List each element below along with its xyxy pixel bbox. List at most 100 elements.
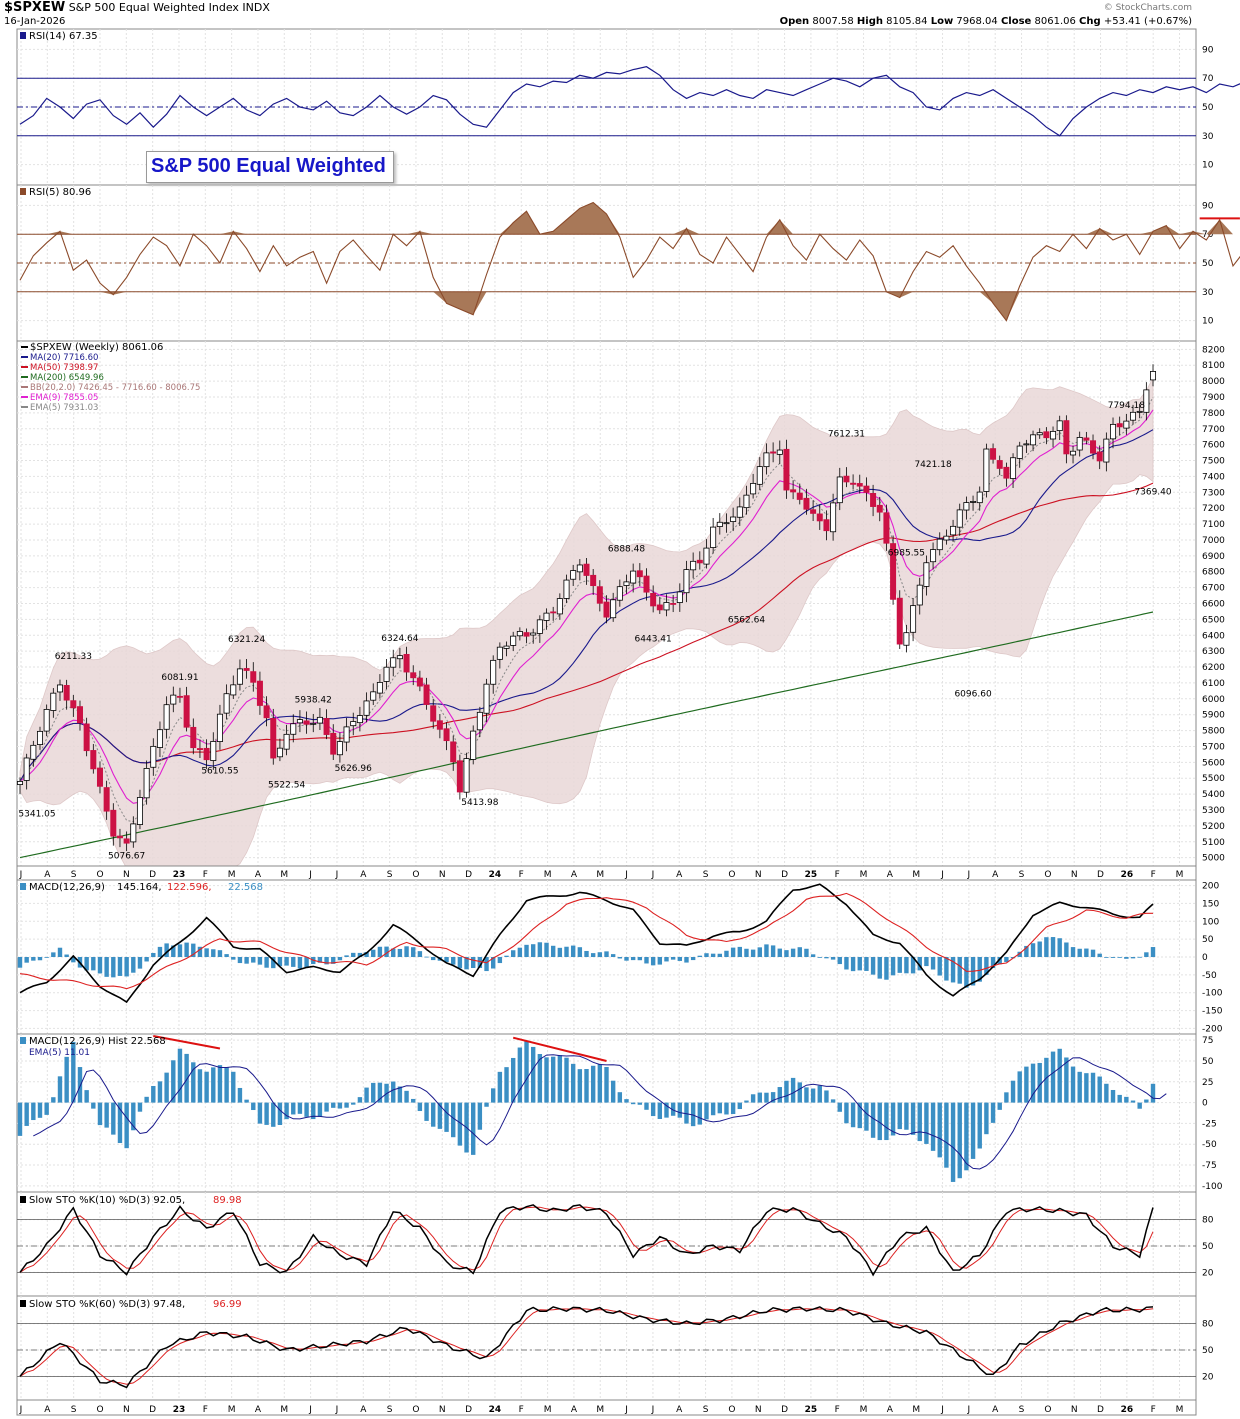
hist-bar [1004, 1092, 1009, 1103]
hist-bar [617, 1092, 623, 1103]
macd-hist-bar [590, 953, 596, 957]
candle-up [716, 521, 723, 527]
macd-hist-bar [291, 957, 296, 967]
candle-up [150, 745, 157, 768]
candle-up [1103, 438, 1110, 463]
macd-hist-bar [524, 944, 529, 957]
macd-hist-bar [137, 957, 143, 969]
hist-bar [104, 1102, 109, 1128]
price-tick-label: 5000 [1202, 854, 1225, 864]
candle-down [456, 760, 463, 793]
macd-hist-bar [624, 957, 629, 961]
hist-bar [650, 1102, 656, 1117]
candle-up [1016, 445, 1023, 459]
macd-hist-bar [264, 957, 269, 968]
price-extreme-label: 6985.55 [888, 548, 925, 558]
candle-up [290, 723, 297, 735]
macd-tick-label: 150 [1202, 899, 1219, 909]
candle-down [256, 680, 263, 706]
hist-bar [510, 1057, 516, 1103]
hist-bar [730, 1102, 736, 1115]
hist-bars [17, 1040, 1156, 1182]
x-axis-month-label-bottom: F [519, 1405, 524, 1415]
macd-hist-bar [697, 955, 703, 957]
hist-bar [570, 1063, 576, 1103]
price-extreme-label: 7369.40 [1134, 487, 1171, 497]
candle-down [250, 671, 257, 683]
sto10-k-line [19, 1204, 1154, 1277]
macd-hist-bar [510, 950, 516, 957]
macd-hist-bar [497, 957, 503, 964]
hist-bar [64, 1056, 69, 1103]
candle-down [810, 509, 817, 514]
macd-hist-bar [964, 957, 969, 988]
macd-hist-bar [644, 957, 649, 964]
x-axis-month-label-bottom: O [96, 1405, 103, 1415]
x-axis-month-label: D [465, 870, 472, 880]
hist-bar [830, 1099, 836, 1103]
price-tick-label: 6000 [1202, 695, 1225, 705]
macd-hist-bar [57, 947, 63, 957]
macd-hist-bar [477, 957, 483, 968]
hist-divergence-mark [153, 1035, 221, 1050]
x-axis-month-label: F [519, 870, 524, 880]
hist-bar [411, 1098, 416, 1103]
price-tick-label: 8100 [1202, 361, 1225, 371]
candle-down [183, 695, 190, 728]
candle-down [590, 574, 597, 587]
sto60-legend-icon [20, 1300, 26, 1307]
candle-up [836, 476, 843, 504]
macd-hist-bar [17, 957, 23, 968]
x-axis-month-label-bottom: 23 [173, 1405, 186, 1415]
hist-bar [1124, 1096, 1129, 1103]
price-legend-entry: BB(20,2.0) 7426.45 - 7716.60 - 8006.75 [30, 383, 200, 393]
hist-bar [471, 1102, 476, 1155]
macd-hist-bar [790, 948, 796, 957]
macd-hist-bar [724, 950, 729, 957]
hist-bar [784, 1080, 789, 1103]
hist-bar [557, 1055, 563, 1103]
rsi14-tick-label: 70 [1202, 74, 1214, 84]
price-legend-entry: $SPXEW (Weekly) 8061.06 [30, 342, 163, 353]
x-axis-month-label-bottom: O [412, 1405, 419, 1415]
hist-bar [284, 1102, 289, 1120]
candle-up [156, 729, 163, 748]
x-axis-month-label: 25 [805, 870, 818, 880]
candle-up [1050, 430, 1057, 440]
x-axis-month-label: N [123, 870, 130, 880]
candle-down [696, 559, 703, 564]
macd-hist-bar [784, 950, 789, 957]
hist-bar [1037, 1062, 1042, 1103]
price-legend-entry: EMA(9) 7855.05 [30, 393, 98, 403]
candle-down [436, 720, 443, 730]
ma200-line [19, 611, 1154, 859]
macd-hist-bar [151, 952, 156, 957]
macd-hist-bar [1024, 945, 1029, 957]
candle-up [343, 726, 350, 743]
x-axis-month-label: O [728, 870, 735, 880]
macd-hist-bar [157, 946, 163, 957]
candle-up [356, 715, 363, 724]
candle-down [1116, 423, 1123, 428]
hist-bar [1010, 1080, 1016, 1103]
hist-bar [504, 1067, 509, 1103]
hist-bar [924, 1102, 929, 1144]
x-axis-month-label: N [439, 870, 446, 880]
x-axis-month-label-bottom: F [1151, 1405, 1156, 1415]
macd-hist-bar [84, 957, 89, 971]
hist-bar [664, 1102, 669, 1118]
macd-hist-bar [297, 957, 303, 969]
macd-hist-bar [664, 957, 669, 962]
candle-up [556, 598, 563, 615]
candle-up [310, 722, 317, 725]
candle-up [1110, 423, 1117, 440]
macd-legend-icon [20, 883, 26, 890]
high-value: 8105.84 [886, 16, 928, 27]
macd-hist-bar [857, 957, 862, 971]
macd-hist-bar [557, 947, 563, 957]
hist-bar [111, 1102, 116, 1135]
hist-bar [744, 1100, 749, 1103]
hist-bar [710, 1102, 716, 1116]
x-axis-month-label-bottom: J [308, 1405, 312, 1415]
macd-hist-bar [317, 957, 323, 963]
